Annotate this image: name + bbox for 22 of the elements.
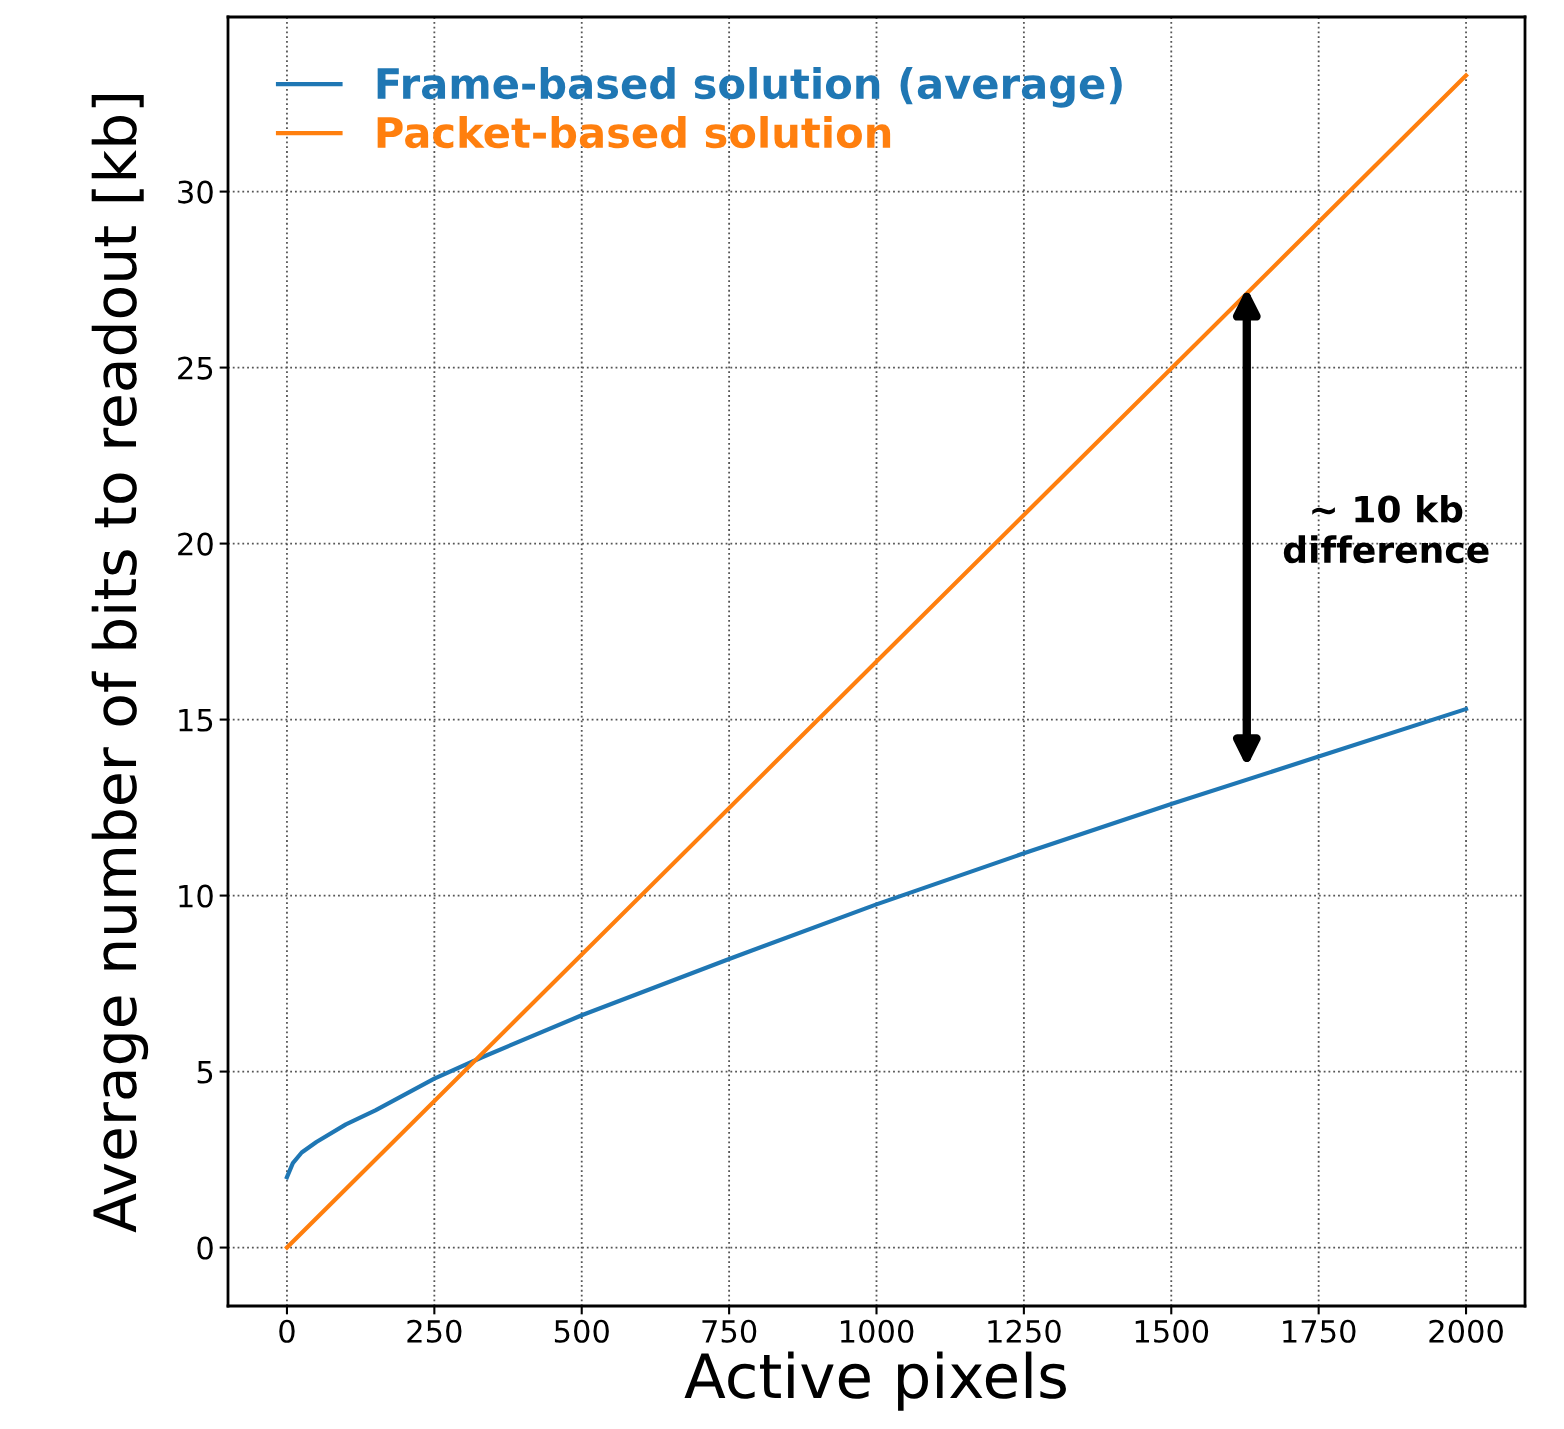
x-tick-label: 1500 <box>1135 1319 1209 1343</box>
x-tick-label: 500 <box>554 1319 609 1343</box>
y-tick-label: 25 <box>178 356 213 380</box>
x-tick-label: 2000 <box>1429 1319 1503 1343</box>
x-tick-label: 1750 <box>1283 1319 1356 1343</box>
y-tick-label: 0 <box>197 1236 213 1260</box>
y-tick-label: 5 <box>197 1060 213 1084</box>
x-tick-label: 1250 <box>988 1319 1061 1343</box>
y-tick-label: 10 <box>179 884 213 908</box>
x-tick-label: 0 <box>279 1319 295 1343</box>
x-tick-label: 1000 <box>840 1319 914 1343</box>
x-tick-label: 750 <box>702 1319 757 1343</box>
y-tick-label: 15 <box>179 708 213 732</box>
y-axis-title: Average number of bits to readout [kb] <box>91 95 149 1233</box>
legend-label: Frame-based solution (average) <box>377 67 1122 108</box>
line-series <box>284 706 1469 1180</box>
x-tick-label: 250 <box>407 1319 462 1343</box>
legend-label: Packet-based solution <box>377 115 891 149</box>
y-tick-label: 30 <box>178 180 213 204</box>
annotation: ~ 10 kb difference <box>1283 494 1489 564</box>
y-tick-label: 20 <box>178 532 213 556</box>
x-axis-title: Active pixels <box>684 1351 1066 1411</box>
